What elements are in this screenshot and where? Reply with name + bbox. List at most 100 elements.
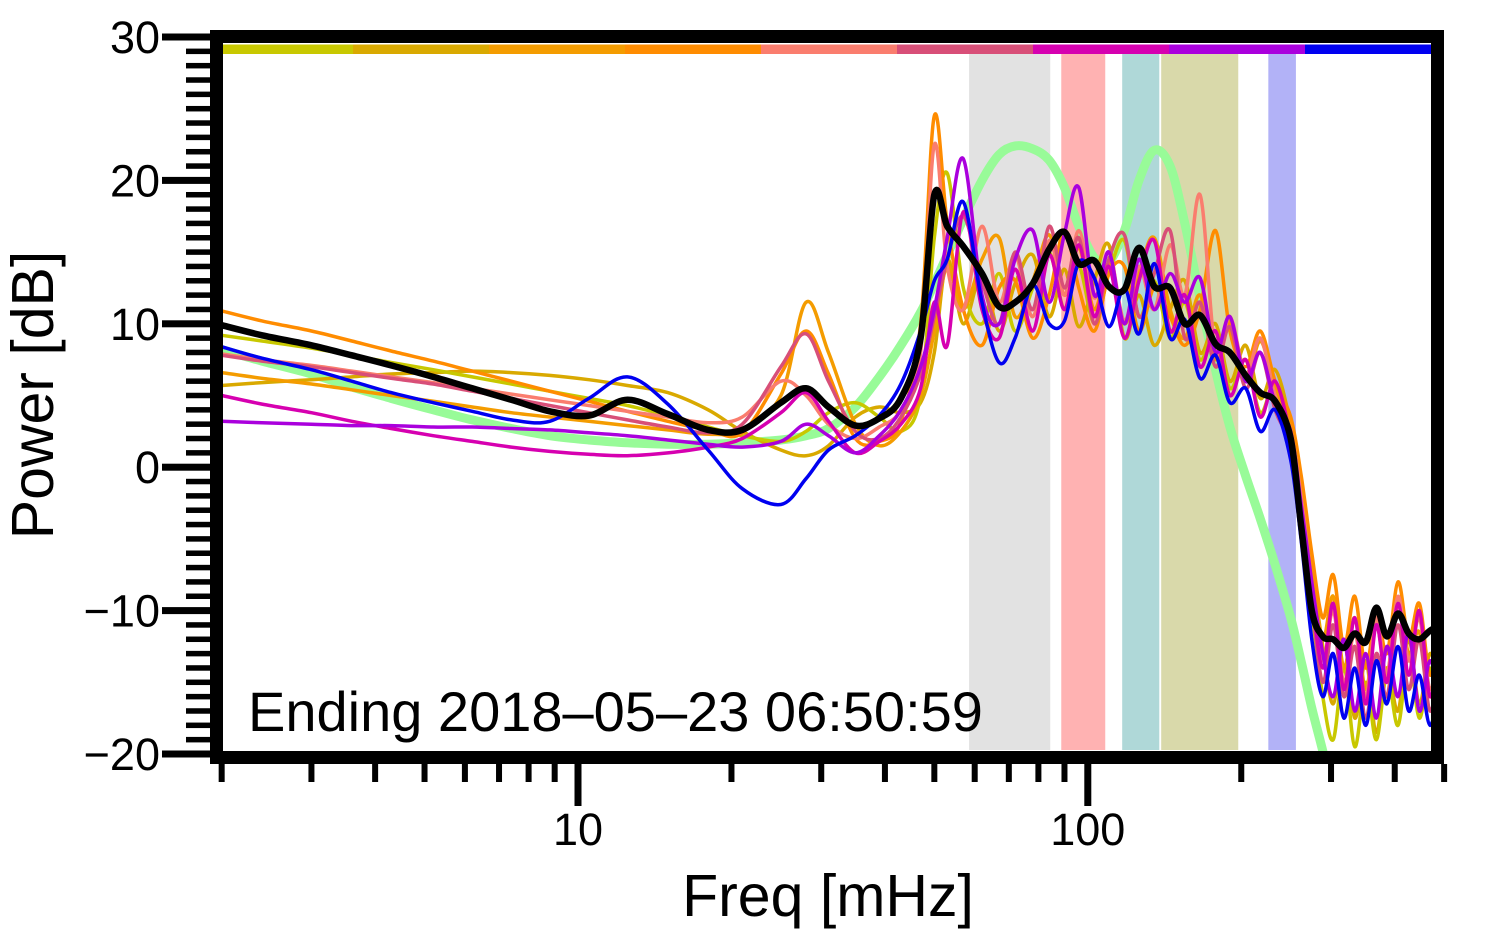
- y-minor-tick: [186, 736, 210, 743]
- series-segment-olive: [219, 170, 1441, 749]
- x-tick-label: 100: [1050, 804, 1125, 855]
- y-minor-tick: [186, 665, 210, 671]
- y-major-tick: [162, 176, 210, 184]
- y-minor-tick: [186, 62, 210, 69]
- y-minor-tick: [186, 507, 210, 513]
- time-segment-colorbar: [217, 44, 1441, 54]
- x-minor-tick: [372, 764, 379, 782]
- x-major-tick: [1084, 764, 1092, 806]
- x-minor-tick: [421, 764, 428, 782]
- y-tick-label: 10: [110, 299, 160, 350]
- y-minor-tick: [186, 235, 210, 241]
- series-segment-purple: [219, 156, 1441, 720]
- bottom-spine: [210, 751, 1444, 764]
- y-major-tick: [162, 750, 210, 758]
- y-minor-tick: [186, 48, 210, 55]
- shaded-bands: [969, 54, 1296, 750]
- colorbar-segment: [1033, 44, 1169, 54]
- x-minor-tick: [1391, 764, 1398, 782]
- series-segment-rose: [219, 214, 1441, 720]
- x-minor-tick: [971, 764, 978, 782]
- y-minor-tick: [186, 335, 210, 341]
- colorbar-segment: [217, 44, 353, 54]
- y-minor-tick: [186, 91, 210, 98]
- x-minor-tick: [1238, 764, 1245, 782]
- y-minor-tick: [186, 220, 210, 227]
- x-minor-tick: [1061, 764, 1068, 782]
- y-minor-tick: [186, 77, 210, 83]
- x-minor-tick: [881, 764, 888, 782]
- colorbar-segment: [761, 44, 897, 54]
- y-major-tick: [162, 607, 210, 615]
- colorbar-segment: [489, 44, 625, 54]
- colorbar-segment: [1169, 44, 1305, 54]
- x-minor-tick: [218, 764, 225, 782]
- y-minor-tick: [186, 378, 210, 384]
- y-minor-tick: [186, 306, 210, 313]
- colorbar-segment: [1305, 44, 1441, 54]
- x-minor-tick: [818, 764, 825, 782]
- y-minor-tick: [186, 622, 210, 628]
- y-minor-tick: [186, 564, 210, 571]
- colorbar-segment: [353, 44, 489, 54]
- y-minor-tick: [186, 120, 210, 126]
- y-minor-tick: [186, 550, 210, 556]
- y-minor-tick: [186, 579, 210, 585]
- y-minor-tick: [186, 693, 210, 700]
- x-minor-tick: [525, 764, 532, 782]
- x-major-tick: [574, 764, 582, 806]
- y-minor-tick: [186, 364, 210, 370]
- x-minor-tick: [931, 764, 938, 782]
- y-minor-tick: [186, 536, 210, 542]
- left-spine: [210, 30, 223, 764]
- y-minor-tick: [186, 349, 210, 356]
- shaded-band: [969, 54, 1051, 750]
- series-segment-orange: [219, 233, 1441, 699]
- top-spine: [210, 30, 1444, 43]
- series-segment-magenta: [219, 210, 1441, 706]
- y-minor-tick: [186, 650, 210, 657]
- x-minor-tick: [1035, 764, 1042, 782]
- ending-timestamp-annotation: Ending 2018–05–23 06:50:59: [248, 680, 983, 743]
- y-tick-label: 0: [135, 442, 160, 493]
- x-minor-tick: [461, 764, 468, 782]
- series-segment-salmon: [219, 141, 1441, 699]
- y-major-tick: [162, 463, 210, 471]
- y-minor-tick: [186, 435, 210, 442]
- y-minor-tick: [186, 450, 210, 456]
- y-tick-label: 20: [110, 155, 160, 206]
- x-minor-tick: [308, 764, 315, 782]
- y-minor-tick: [186, 722, 210, 729]
- shaded-band: [1061, 54, 1106, 750]
- colorbar-segment: [897, 44, 1033, 54]
- axis-spines: [210, 30, 1444, 764]
- axis-ticks: [162, 33, 1448, 806]
- series-segment-gold: [219, 241, 1441, 735]
- y-minor-tick: [186, 708, 210, 714]
- colorbar-segment: [625, 44, 761, 54]
- right-spine: [1431, 30, 1444, 764]
- series-model-smooth: [217, 141, 1330, 761]
- x-minor-tick: [1441, 764, 1448, 782]
- x-minor-tick: [496, 764, 503, 782]
- y-minor-tick: [186, 134, 210, 141]
- y-minor-tick: [186, 636, 210, 643]
- y-minor-tick: [186, 478, 210, 485]
- y-major-tick: [162, 33, 210, 41]
- spectra-curves: [217, 112, 1441, 761]
- y-minor-tick: [186, 278, 210, 284]
- y-minor-tick: [186, 493, 210, 499]
- y-minor-tick: [186, 679, 210, 686]
- y-minor-tick: [186, 593, 210, 600]
- y-minor-tick: [186, 148, 210, 155]
- series-segment-blue: [219, 199, 1441, 728]
- y-minor-tick: [186, 521, 210, 528]
- y-tick-label: 30: [110, 12, 160, 63]
- x-axis-title: Freq [mHz]: [682, 863, 974, 929]
- y-minor-tick: [186, 263, 210, 270]
- series-mean: [218, 186, 1441, 652]
- y-minor-tick: [186, 206, 210, 212]
